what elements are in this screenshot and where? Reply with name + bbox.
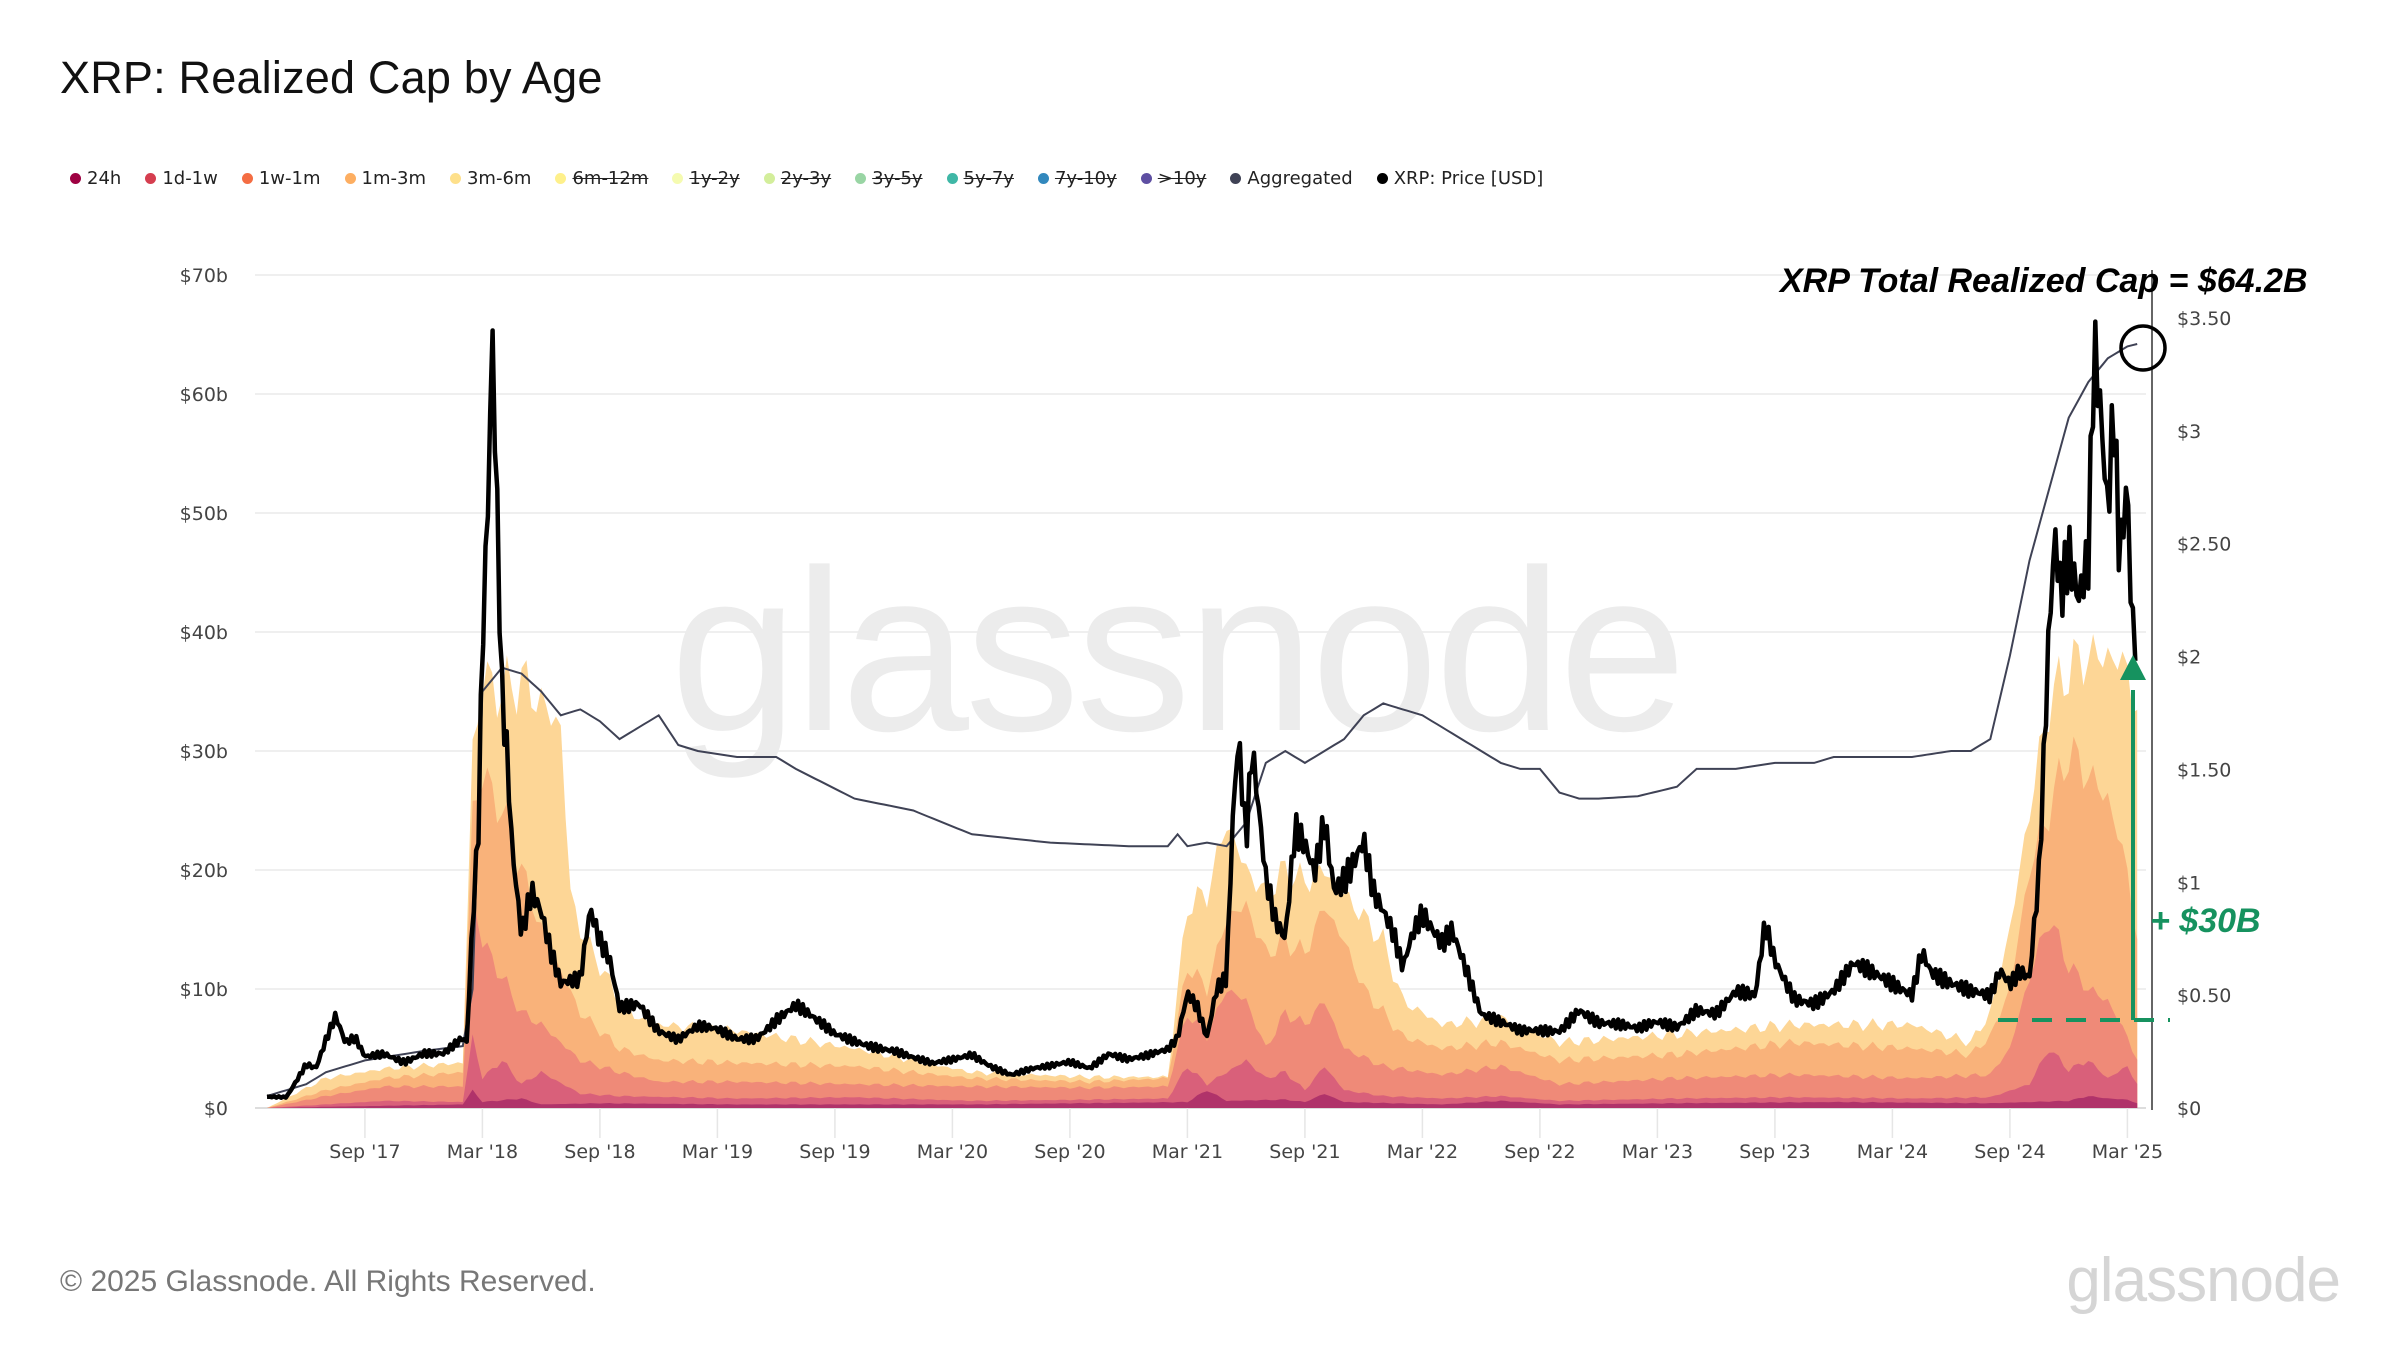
chart-title: XRP: Realized Cap by Age [60,52,603,103]
x-axis-tick-label: Mar '21 [1152,1141,1223,1163]
legend-label: >10y [1157,168,1207,189]
left-axis-tick: $30b [180,741,228,763]
legend-dot-icon [855,173,867,184]
legend-label: 1m-3m [361,168,426,189]
right-axis-tick: $1 [2177,872,2201,894]
left-y-axis: $0 $10b $20b $30b $40b $50b $60b $70b [180,265,228,1120]
left-axis-tick: $0 [204,1098,228,1120]
x-axis-tick-label: Sep '22 [1504,1141,1575,1163]
arrow-up-icon [2120,655,2146,680]
peak-circle-marker [2119,324,2167,372]
right-axis-tick: $1.50 [2177,759,2231,781]
legend-item--10y[interactable]: >10y [1140,168,1207,189]
legend-dot-icon [672,173,684,184]
legend-item-1d-1w[interactable]: 1d-1w [145,168,218,189]
legend-item-7y-10y[interactable]: 7y-10y [1037,168,1117,189]
legend-label: 3m-6m [466,168,532,189]
left-axis-tick: $10b [180,979,228,1001]
total-realized-cap-annotation: XRP Total Realized Cap = $64.2B [1778,262,2308,300]
watermark: glassnode [670,522,1683,779]
right-y-axis: $0 $0.50 $1 $1.50 $2 $2.50 $3 $3.50 [2177,308,2231,1120]
legend-label: 1w-1m [258,168,321,189]
legend-item-24h[interactable]: 24h [70,168,121,189]
right-axis-tick: $3 [2177,421,2201,443]
legend-label: 1y-2y [689,168,740,189]
x-axis-tick-label: Mar '20 [917,1141,988,1163]
area-24h [267,1089,2138,1108]
price-line [266,319,2138,1100]
legend-item-1w-1m[interactable]: 1w-1m [241,168,321,189]
legend-item-3m-6m[interactable]: 3m-6m [449,168,532,189]
x-axis-tick-label: Mar '19 [682,1141,753,1163]
legend-dot-icon [1037,173,1049,184]
aggregated-line [266,343,2138,1098]
legend-dot-icon [449,173,461,184]
x-axis-tick-label: Sep '21 [1269,1141,1340,1163]
legend-dot-icon [763,173,775,184]
legend-label: 3y-5y [872,168,923,189]
legend-label: 1d-1w [162,168,218,189]
left-axis-tick: $60b [180,384,228,406]
left-axis-tick: $50b [180,503,228,525]
right-axis-tick: $0.50 [2177,985,2231,1007]
x-axis-tick-label: Mar '24 [1857,1141,1928,1163]
left-axis-tick: $70b [180,265,228,287]
legend-item-xrp-price-usd-[interactable]: XRP: Price [USD] [1376,168,1544,189]
legend-dot-icon [1230,173,1242,184]
right-axis-tick: $2 [2177,647,2201,669]
stacked-areas [267,634,2138,1108]
legend-item-5y-7y[interactable]: 5y-7y [946,168,1014,189]
legend-dot-icon [1140,173,1152,184]
x-axis-tick-label: Sep '18 [564,1141,635,1163]
right-axis-tick: $3.50 [2177,308,2231,330]
legend-item-6m-12m[interactable]: 6m-12m [555,168,648,189]
legend-dot-icon [1376,173,1388,184]
glassnode-logo: glassnode [2066,1246,2341,1315]
x-axis-tick-label: Sep '23 [1739,1141,1810,1163]
copyright: © 2025 Glassnode. All Rights Reserved. [60,1265,596,1298]
legend-item-3y-5y[interactable]: 3y-5y [855,168,923,189]
legend-dot-icon [70,173,81,184]
x-axis: Sep '17 Mar '18 Sep '18 Mar '19 Sep '19 Mar '… [329,1108,2163,1163]
legend-label: 7y-10y [1054,168,1117,189]
legend-dot-icon [344,173,356,184]
legend-label: Aggregated [1247,168,1353,189]
right-axis-tick: $2.50 [2177,534,2231,556]
x-axis-tick-label: Mar '22 [1387,1141,1458,1163]
legend-label: 6m-12m [572,168,649,189]
legend-dot-icon [241,173,253,184]
legend-label: 2y-3y [780,168,832,189]
legend-dot-icon [555,173,567,184]
x-axis-tick-label: Sep '17 [329,1141,400,1163]
x-axis-tick-label: Sep '20 [1034,1141,1105,1163]
legend: 24h 1d-1w 1w-1m 1m-3m 3m-6m 6m-12m 1y-2y 2y-3y 3… [70,168,1567,189]
x-axis-tick-label: Mar '18 [447,1141,518,1163]
right-axis-tick: $0 [2177,1098,2201,1120]
legend-item-1y-2y[interactable]: 1y-2y [672,168,740,189]
x-axis-tick-label: Sep '24 [1974,1141,2045,1163]
area-1w-1m [267,886,2138,1108]
left-axis-tick: $40b [180,622,228,644]
legend-label: XRP: Price [USD] [1393,168,1544,189]
legend-dot-icon [946,173,958,184]
x-axis-tick-label: Mar '25 [2092,1141,2163,1163]
x-axis-tick-label: Mar '23 [1622,1141,1693,1163]
legend-item-1m-3m[interactable]: 1m-3m [344,168,426,189]
increase-annotation: + $30B [2150,902,2261,940]
legend-label: 24h [87,168,122,189]
legend-label: 5y-7y [963,168,1014,189]
legend-item-aggregated[interactable]: Aggregated [1230,168,1353,189]
x-axis-tick-label: Sep '19 [799,1141,870,1163]
left-axis-tick: $20b [180,860,228,882]
legend-dot-icon [145,173,157,184]
legend-item-2y-3y[interactable]: 2y-3y [763,168,832,189]
